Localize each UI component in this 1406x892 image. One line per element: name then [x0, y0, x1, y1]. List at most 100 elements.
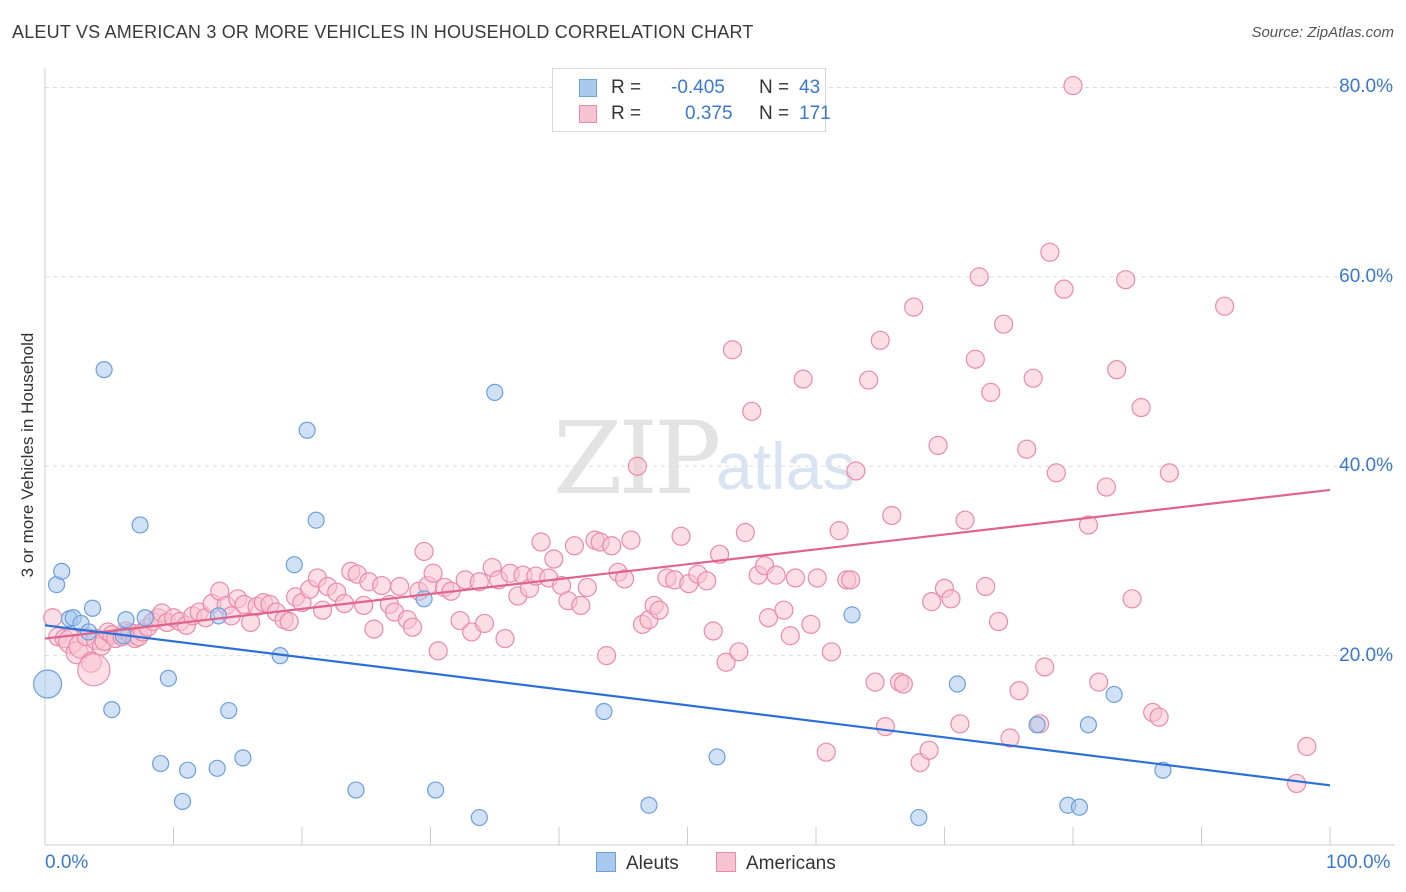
american-point [801, 614, 821, 634]
aleut-point [234, 749, 252, 767]
american-point [735, 522, 755, 543]
aleut-point [103, 700, 121, 719]
american-point [841, 570, 861, 590]
american-point [414, 541, 434, 562]
american-point [1116, 270, 1136, 290]
american-point [928, 435, 948, 456]
american-point [531, 532, 551, 552]
aleut-point [152, 754, 170, 773]
aleut-point [470, 808, 488, 827]
american-point [882, 505, 902, 526]
american-point [976, 576, 996, 597]
american-point [1089, 672, 1109, 692]
american-point [402, 617, 423, 637]
american-point [564, 536, 585, 556]
american-point [870, 330, 890, 350]
american-point [544, 549, 564, 569]
american-trend-line [44, 488, 1331, 640]
bottom-legend-americans: Americans [716, 852, 836, 875]
bottom-legend-swatch-aleuts [596, 852, 616, 872]
american-point [955, 510, 975, 530]
y-tick-label: 60.0% [1339, 265, 1393, 287]
chart-title: ALEUT VS AMERICAN 3 OR MORE VEHICLES IN … [12, 22, 754, 42]
american-point [77, 653, 111, 687]
american-point [703, 621, 723, 641]
aleut-point [427, 781, 445, 799]
aleut-point [1105, 685, 1123, 704]
american-point [941, 589, 961, 609]
aleut-point [640, 796, 658, 814]
aleut-point [136, 609, 154, 627]
american-point [1131, 397, 1151, 418]
legend-n-label: N = [759, 77, 790, 98]
aleut-point [595, 702, 613, 721]
aleut-point [1154, 761, 1172, 779]
american-point [859, 370, 879, 390]
american-point [950, 714, 970, 734]
american-point [1215, 296, 1235, 316]
american-point [571, 595, 591, 616]
aleut-point [843, 606, 861, 624]
y-tick-label: 20.0% [1339, 644, 1393, 666]
y-tick-label: 40.0% [1339, 455, 1393, 477]
american-point [1297, 736, 1317, 757]
american-point [596, 646, 617, 666]
american-point [1063, 75, 1083, 96]
aleut-point [307, 511, 325, 529]
american-point [1000, 728, 1020, 748]
american-point [865, 672, 885, 692]
aleut-point [83, 599, 102, 617]
american-point [893, 674, 913, 694]
aleut-point [159, 669, 177, 687]
american-point [981, 382, 1001, 402]
american-point [710, 544, 730, 564]
american-point [785, 568, 806, 588]
bottom-legend-label-americans: Americans [746, 853, 836, 874]
american-point [729, 642, 749, 662]
american-point [965, 349, 985, 369]
american-point [1122, 589, 1142, 609]
correlation-legend: R = -0.405 N = 43 R = 0.375 N = 171 [552, 68, 831, 132]
x-tick-label-min: 0.0% [45, 852, 89, 873]
american-point [1286, 773, 1307, 794]
aleut-point [1028, 716, 1046, 734]
american-point [904, 297, 924, 317]
aleut-point [347, 781, 365, 799]
y-axis-title: 3 or more Vehicles in Household [18, 332, 37, 578]
american-point [1017, 439, 1037, 459]
american-point [602, 536, 622, 556]
american-point [758, 608, 779, 628]
american-point [1023, 368, 1043, 388]
american-point [780, 626, 800, 646]
american-point [742, 401, 762, 421]
legend-n-label: N = [759, 103, 790, 124]
american-point [354, 595, 374, 616]
american-point [1046, 463, 1066, 483]
aleut-point [1070, 798, 1089, 816]
y-tick-label: 80.0% [1339, 76, 1393, 98]
american-point [969, 267, 989, 287]
legend-swatch-aleuts [579, 79, 597, 97]
american-point [793, 369, 813, 389]
legend-n-value: 43 [799, 77, 821, 98]
american-point [846, 461, 866, 481]
american-point [766, 565, 786, 585]
american-point [829, 521, 849, 541]
american-point [627, 456, 647, 476]
aleut-point [95, 361, 113, 379]
legend-r-label: R = [611, 77, 642, 98]
aleut-point [131, 516, 149, 534]
american-point [372, 575, 392, 596]
aleut-point [1079, 716, 1098, 734]
bottom-legend-label-aleuts: Aleuts [626, 853, 679, 874]
american-point [474, 613, 495, 634]
legend-r-value: -0.405 [671, 77, 725, 98]
american-point [577, 577, 597, 598]
american-point [614, 569, 635, 589]
legend-r-value: 0.375 [685, 103, 733, 124]
american-point [364, 619, 384, 639]
american-point [450, 610, 470, 631]
american-point [816, 742, 836, 762]
aleut-point [209, 607, 228, 625]
